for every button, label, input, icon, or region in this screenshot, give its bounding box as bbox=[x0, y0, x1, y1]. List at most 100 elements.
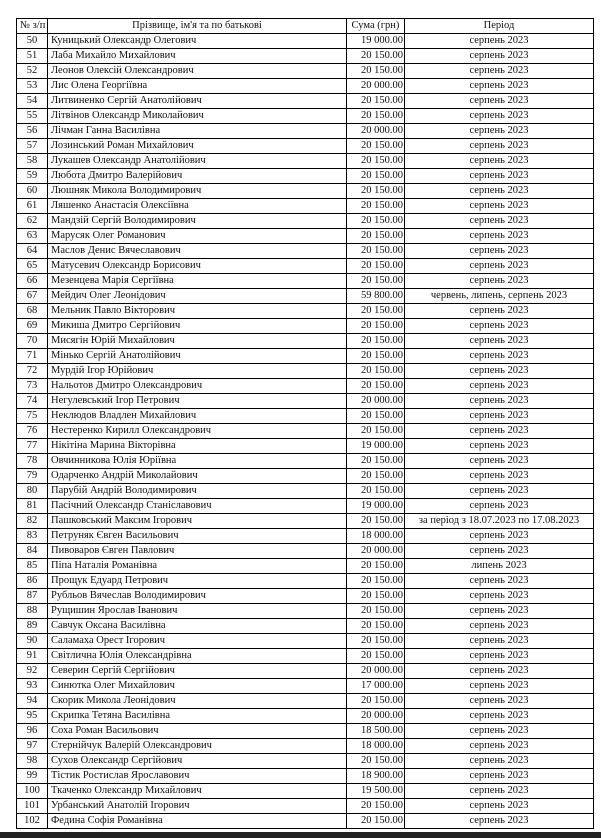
table-row: 64 Маслов Денис Вячеславович 20 150.00 серп… bbox=[16, 243, 594, 259]
row-number: 64 bbox=[16, 243, 48, 259]
row-name: Мінько Сергій Анатолійович bbox=[47, 348, 347, 364]
row-number: 50 bbox=[16, 33, 48, 49]
row-period: серпень 2023 bbox=[404, 33, 594, 49]
row-name: Негулевський Ігор Петрович bbox=[47, 393, 347, 409]
row-number: 63 bbox=[16, 228, 48, 244]
row-name: Федина Софія Романівна bbox=[47, 813, 347, 829]
row-sum: 20 150.00 bbox=[346, 633, 405, 649]
row-sum: 20 150.00 bbox=[346, 213, 405, 229]
table-row: 54 Литвиненко Сергій Анатолійович 20 150.0… bbox=[16, 93, 594, 109]
row-period: серпень 2023 bbox=[404, 768, 594, 784]
row-sum: 18 000.00 bbox=[346, 528, 405, 544]
row-period: серпень 2023 bbox=[404, 408, 594, 424]
row-sum: 20 000.00 bbox=[346, 393, 405, 409]
row-number: 67 bbox=[16, 288, 48, 304]
table-row: 73 Нальотов Дмитро Олександрович 20 150.00… bbox=[16, 378, 594, 394]
row-number: 57 bbox=[16, 138, 48, 154]
row-period: серпень 2023 bbox=[404, 468, 594, 484]
table-row: 53 Лис Олена Георгіївна 20 000.00 серпень 2… bbox=[16, 78, 594, 94]
table-row: 57 Лозинський Роман Михайлович 20 150.00 се… bbox=[16, 138, 594, 154]
row-sum: 20 150.00 bbox=[346, 258, 405, 274]
row-name: Неклюдов Владлен Михайлович bbox=[47, 408, 347, 424]
row-period: серпень 2023 bbox=[404, 753, 594, 769]
row-name: Мейдич Олег Леонідович bbox=[47, 288, 347, 304]
row-number: 79 bbox=[16, 468, 48, 484]
table-row: 51 Лаба Михайло Михайлович 20 150.00 серпен… bbox=[16, 48, 594, 64]
table-row: 77 Нікітіна Марина Вікторівна 19 000.00 сер… bbox=[16, 438, 594, 454]
row-period: серпень 2023 bbox=[404, 603, 594, 619]
row-period: серпень 2023 bbox=[404, 93, 594, 109]
row-number: 94 bbox=[16, 693, 48, 709]
row-sum: 20 000.00 bbox=[346, 543, 405, 559]
row-period: серпень 2023 bbox=[404, 453, 594, 469]
row-period: серпень 2023 bbox=[404, 678, 594, 694]
table-row: 84 Пивоваров Євген Павлович 20 000.00 серпе… bbox=[16, 543, 594, 559]
row-sum: 20 150.00 bbox=[346, 798, 405, 814]
row-number: 61 bbox=[16, 198, 48, 214]
row-number: 68 bbox=[16, 303, 48, 319]
table-row: 62 Мандзій Сергій Володимирович 20 150.00 с… bbox=[16, 213, 594, 229]
row-period: серпень 2023 bbox=[404, 123, 594, 139]
table-row: 56 Лічман Ганна Василівна 20 000.00 серпень… bbox=[16, 123, 594, 139]
row-sum: 20 000.00 bbox=[346, 78, 405, 94]
row-number: 82 bbox=[16, 513, 48, 529]
row-number: 80 bbox=[16, 483, 48, 499]
row-number: 100 bbox=[16, 783, 48, 799]
row-number: 62 bbox=[16, 213, 48, 229]
row-period: серпень 2023 bbox=[404, 663, 594, 679]
table-row: 78 Овчинникова Юлія Юріївна 20 150.00 серпе… bbox=[16, 453, 594, 469]
row-period: серпень 2023 bbox=[404, 333, 594, 349]
table-row: 95 Скрипка Тетяна Василівна 20 000.00 серпе… bbox=[16, 708, 594, 724]
row-sum: 20 150.00 bbox=[346, 588, 405, 604]
table-row: 60 Люшняк Микола Володимирович 20 150.00 се… bbox=[16, 183, 594, 199]
row-number: 66 bbox=[16, 273, 48, 289]
row-name: Пасічний Олександр Станіславович bbox=[47, 498, 347, 514]
row-name: Скрипка Тетяна Василівна bbox=[47, 708, 347, 724]
row-number: 76 bbox=[16, 423, 48, 439]
row-number: 99 bbox=[16, 768, 48, 784]
row-period: серпень 2023 bbox=[404, 258, 594, 274]
row-number: 72 bbox=[16, 363, 48, 379]
row-sum: 20 150.00 bbox=[346, 63, 405, 79]
row-period: серпень 2023 bbox=[404, 303, 594, 319]
table-body: 50 Куницький Олександр Олегович 19 000.00 с… bbox=[16, 33, 594, 829]
table-row: 79 Одарченко Андрій Миколайович 20 150.00 с… bbox=[16, 468, 594, 484]
row-sum: 20 150.00 bbox=[346, 303, 405, 319]
row-number: 93 bbox=[16, 678, 48, 694]
row-name: Ляшенко Анастасія Олексіївна bbox=[47, 198, 347, 214]
row-sum: 17 000.00 bbox=[346, 678, 405, 694]
table-row: 70 Мисягін Юрій Михайлович 20 150.00 серпен… bbox=[16, 333, 594, 349]
row-sum: 18 000.00 bbox=[346, 738, 405, 754]
row-period: серпень 2023 bbox=[404, 423, 594, 439]
row-name: Лічман Ганна Василівна bbox=[47, 123, 347, 139]
table-row: 55 Літвінов Олександр Миколайович 20 150.0… bbox=[16, 108, 594, 124]
row-period: серпень 2023 bbox=[404, 318, 594, 334]
row-name: Лаба Михайло Михайлович bbox=[47, 48, 347, 64]
table-row: 86 Прощук Едуард Петрович 20 150.00 серпень… bbox=[16, 573, 594, 589]
row-sum: 20 150.00 bbox=[346, 813, 405, 829]
row-period: серпень 2023 bbox=[404, 48, 594, 64]
table-row: 72 Мурдій Ігор Юрійович 20 150.00 серпень 2… bbox=[16, 363, 594, 379]
row-number: 59 bbox=[16, 168, 48, 184]
row-sum: 20 150.00 bbox=[346, 753, 405, 769]
row-number: 96 bbox=[16, 723, 48, 739]
row-period: серпень 2023 bbox=[404, 438, 594, 454]
row-name: Ткаченко Олександр Михайлович bbox=[47, 783, 347, 799]
row-name: Мисягін Юрій Михайлович bbox=[47, 333, 347, 349]
table-row: 87 Рубльов Вячеслав Володимирович 20 150.0… bbox=[16, 588, 594, 604]
table-row: 91 Світлична Юлія Олександрівна 20 150.00 с… bbox=[16, 648, 594, 664]
row-name: Нікітіна Марина Вікторівна bbox=[47, 438, 347, 454]
row-number: 81 bbox=[16, 498, 48, 514]
row-name: Марусяк Олег Романович bbox=[47, 228, 347, 244]
row-name: Нальотов Дмитро Олександрович bbox=[47, 378, 347, 394]
row-period: серпень 2023 bbox=[404, 738, 594, 754]
row-sum: 20 150.00 bbox=[346, 93, 405, 109]
row-period: серпень 2023 bbox=[404, 363, 594, 379]
row-number: 53 bbox=[16, 78, 48, 94]
row-name: Люшняк Микола Володимирович bbox=[47, 183, 347, 199]
row-name: Северин Сергій Сергійович bbox=[47, 663, 347, 679]
row-number: 88 bbox=[16, 603, 48, 619]
row-period: серпень 2023 bbox=[404, 618, 594, 634]
row-name: Лукашев Олександр Анатолійович bbox=[47, 153, 347, 169]
row-number: 73 bbox=[16, 378, 48, 394]
